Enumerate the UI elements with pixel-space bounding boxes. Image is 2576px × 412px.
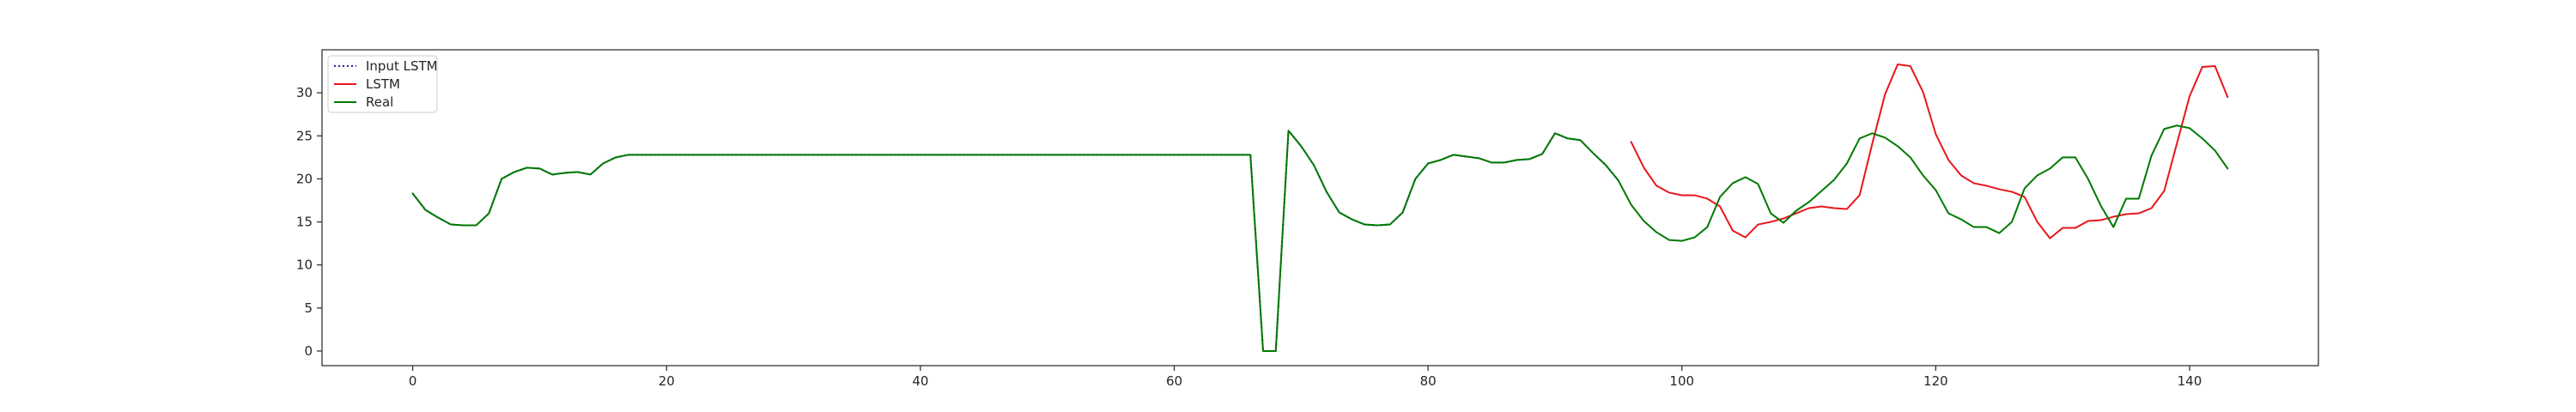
y-axis: 0 5 10 15 20 25 30 xyxy=(296,85,322,359)
x-tick-label: 40 xyxy=(912,373,928,389)
x-tick-label: 60 xyxy=(1166,373,1182,389)
y-tick-label: 15 xyxy=(296,215,313,230)
series-line-lstm xyxy=(1630,64,2229,239)
legend-box xyxy=(327,55,438,113)
x-axis: 0 20 40 60 80 100 120 140 xyxy=(409,366,2202,389)
series-layer xyxy=(411,64,2229,352)
legend-label-input-lstm: Input LSTM xyxy=(366,58,438,74)
y-tick-label: 30 xyxy=(296,85,313,100)
y-tick-label: 25 xyxy=(296,128,313,143)
legend-items: Input LSTM LSTM Real xyxy=(334,58,438,110)
x-tick-label: 0 xyxy=(409,373,417,389)
y-tick-label: 20 xyxy=(296,171,313,186)
legend-label-real: Real xyxy=(366,94,393,110)
legend: Input LSTM LSTM Real xyxy=(327,55,438,113)
x-tick-label: 140 xyxy=(2178,373,2202,389)
series-line-real xyxy=(411,124,2229,352)
x-tick-label: 120 xyxy=(1923,373,1948,389)
y-tick-label: 5 xyxy=(304,300,313,316)
x-tick-label: 80 xyxy=(1420,373,1437,389)
x-tick-label: 20 xyxy=(659,373,675,389)
legend-label-lstm: LSTM xyxy=(366,76,400,92)
x-tick-label: 100 xyxy=(1669,373,1694,389)
series-line-input-lstm xyxy=(411,130,1619,352)
y-tick-label: 0 xyxy=(304,343,313,359)
plot-area-frame xyxy=(321,49,2319,367)
y-tick-label: 10 xyxy=(296,258,313,273)
